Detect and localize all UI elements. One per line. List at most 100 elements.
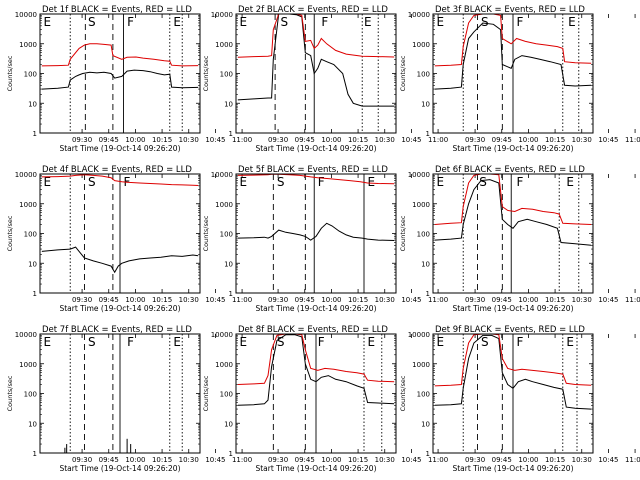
y-tick-label: 10000 bbox=[211, 331, 233, 339]
x-tick-label: 10:30 bbox=[179, 136, 199, 144]
y-tick-label: 10 bbox=[28, 420, 37, 428]
y-tick-label: 10000 bbox=[15, 171, 37, 179]
plot-frame bbox=[432, 173, 594, 294]
chart-panel-3: Det 3f BLACK = Events, RED = LLD Counts/s… bbox=[399, 5, 640, 153]
x-tick-label: 10:00 bbox=[518, 456, 538, 464]
series-lld-line bbox=[434, 13, 592, 67]
x-tick-label: 09:45 bbox=[99, 456, 119, 464]
y-tick-label: 10 bbox=[28, 260, 37, 268]
y-tick-label: 10000 bbox=[408, 11, 430, 19]
x-axis-label: Start Time (19-Oct-14 09:26:20) bbox=[59, 464, 180, 473]
y-tick-label: 100 bbox=[417, 231, 430, 239]
x-tick-label: 10:30 bbox=[375, 456, 395, 464]
chart-panel-4: Det 4f BLACK = Events, RED = LLD Counts/s… bbox=[6, 165, 252, 313]
y-tick-label: 100 bbox=[24, 391, 37, 399]
x-axis-label: Start Time (19-Oct-14 09:26:20) bbox=[452, 464, 573, 473]
x-axis-label: Start Time (19-Oct-14 09:26:20) bbox=[452, 304, 573, 313]
y-tick-label: 100 bbox=[417, 71, 430, 79]
y-axis-label: Counts/sec bbox=[202, 375, 210, 411]
series-events-line bbox=[237, 222, 395, 241]
x-tick-label: 10:45 bbox=[401, 136, 421, 144]
y-tick-label: 1 bbox=[229, 450, 233, 458]
chart-panel-7: Det 7f BLACK = Events, RED = LLD Counts/s… bbox=[6, 325, 252, 473]
region-label: S bbox=[88, 15, 96, 29]
x-tick-label: 10:00 bbox=[518, 136, 538, 144]
x-tick-label: 10:30 bbox=[375, 296, 395, 304]
x-axis-label: Start Time (19-Oct-14 09:26:20) bbox=[59, 144, 180, 153]
y-tick-label: 1000 bbox=[19, 201, 37, 209]
y-tick-label: 1000 bbox=[215, 41, 233, 49]
region-label: E bbox=[44, 15, 52, 29]
y-tick-label: 10 bbox=[28, 100, 37, 108]
region-label: S bbox=[481, 335, 489, 349]
y-tick-label: 10000 bbox=[15, 11, 37, 19]
x-tick-label: 10:15 bbox=[348, 456, 368, 464]
y-tick-label: 100 bbox=[220, 391, 233, 399]
x-tick-label: 10:15 bbox=[348, 136, 368, 144]
series-lld-line bbox=[237, 13, 395, 58]
region-label: E bbox=[437, 335, 445, 349]
x-tick-label: 10:30 bbox=[572, 136, 592, 144]
x-tick-label: 10:45 bbox=[401, 456, 421, 464]
x-axis-label: Start Time (19-Oct-14 09:26:20) bbox=[255, 464, 376, 473]
region-label: E bbox=[173, 335, 181, 349]
chart-panel-9: Det 9f BLACK = Events, RED = LLD Counts/s… bbox=[399, 325, 640, 473]
x-tick-label: 10:45 bbox=[598, 296, 618, 304]
x-tick-label: 09:45 bbox=[295, 456, 315, 464]
y-tick-label: 10000 bbox=[211, 11, 233, 19]
y-tick-label: 10 bbox=[421, 100, 430, 108]
plot-frame bbox=[39, 333, 201, 454]
x-tick-label: 09:45 bbox=[295, 136, 315, 144]
chart-panel-2: Det 2f BLACK = Events, RED = LLD Counts/s… bbox=[202, 5, 448, 153]
region-label: S bbox=[481, 15, 489, 29]
x-tick-label: 10:15 bbox=[152, 296, 172, 304]
series-lld-line bbox=[434, 333, 592, 387]
plot-frame bbox=[39, 173, 201, 294]
y-axis-label: Counts/sec bbox=[399, 375, 407, 411]
y-tick-label: 1000 bbox=[215, 361, 233, 369]
y-axis-label: Counts/sec bbox=[202, 215, 210, 251]
region-label: E bbox=[568, 15, 576, 29]
x-axis-label: Start Time (19-Oct-14 09:26:20) bbox=[452, 144, 573, 153]
plot-frame bbox=[235, 173, 397, 294]
y-tick-label: 1 bbox=[229, 130, 233, 138]
x-tick-label: 09:30 bbox=[465, 296, 485, 304]
x-tick-label: 11:00 bbox=[625, 456, 640, 464]
x-tick-label: 10:00 bbox=[125, 136, 145, 144]
plot-frame bbox=[432, 13, 594, 134]
region-label: S bbox=[479, 175, 487, 189]
region-label: F bbox=[321, 15, 328, 29]
x-tick-label: 10:00 bbox=[321, 136, 341, 144]
x-tick-label: 10:00 bbox=[518, 296, 538, 304]
y-tick-label: 10 bbox=[421, 420, 430, 428]
x-tick-label: 10:45 bbox=[401, 296, 421, 304]
series-events-line bbox=[237, 334, 395, 406]
region-label: E bbox=[437, 15, 445, 29]
chart-title: Det 9f BLACK = Events, RED = LLD bbox=[435, 325, 585, 335]
chart-title: Det 3f BLACK = Events, RED = LLD bbox=[435, 5, 585, 15]
x-tick-label: 10:30 bbox=[572, 456, 592, 464]
y-tick-label: 1000 bbox=[215, 201, 233, 209]
series-events-line bbox=[434, 179, 592, 246]
x-tick-label: 10:30 bbox=[572, 296, 592, 304]
y-tick-label: 1000 bbox=[412, 201, 430, 209]
y-tick-label: 1000 bbox=[412, 361, 430, 369]
region-label: F bbox=[127, 15, 134, 29]
region-label: F bbox=[318, 175, 325, 189]
y-tick-label: 100 bbox=[220, 231, 233, 239]
x-tick-label: 09:45 bbox=[295, 296, 315, 304]
x-axis-label: Start Time (19-Oct-14 09:26:20) bbox=[255, 304, 376, 313]
x-tick-label: 11:00 bbox=[428, 136, 448, 144]
series-lld-line bbox=[41, 174, 199, 186]
y-tick-label: 10 bbox=[224, 260, 233, 268]
x-tick-label: 11:00 bbox=[232, 456, 252, 464]
y-tick-label: 100 bbox=[417, 391, 430, 399]
y-tick-label: 1 bbox=[33, 290, 37, 298]
x-tick-label: 09:45 bbox=[99, 136, 119, 144]
y-axis-label: Counts/sec bbox=[202, 55, 210, 91]
chart-title: Det 6f BLACK = Events, RED = LLD bbox=[435, 165, 585, 175]
x-tick-label: 11:00 bbox=[232, 136, 252, 144]
x-tick-label: 09:45 bbox=[492, 456, 512, 464]
y-tick-label: 10 bbox=[224, 420, 233, 428]
